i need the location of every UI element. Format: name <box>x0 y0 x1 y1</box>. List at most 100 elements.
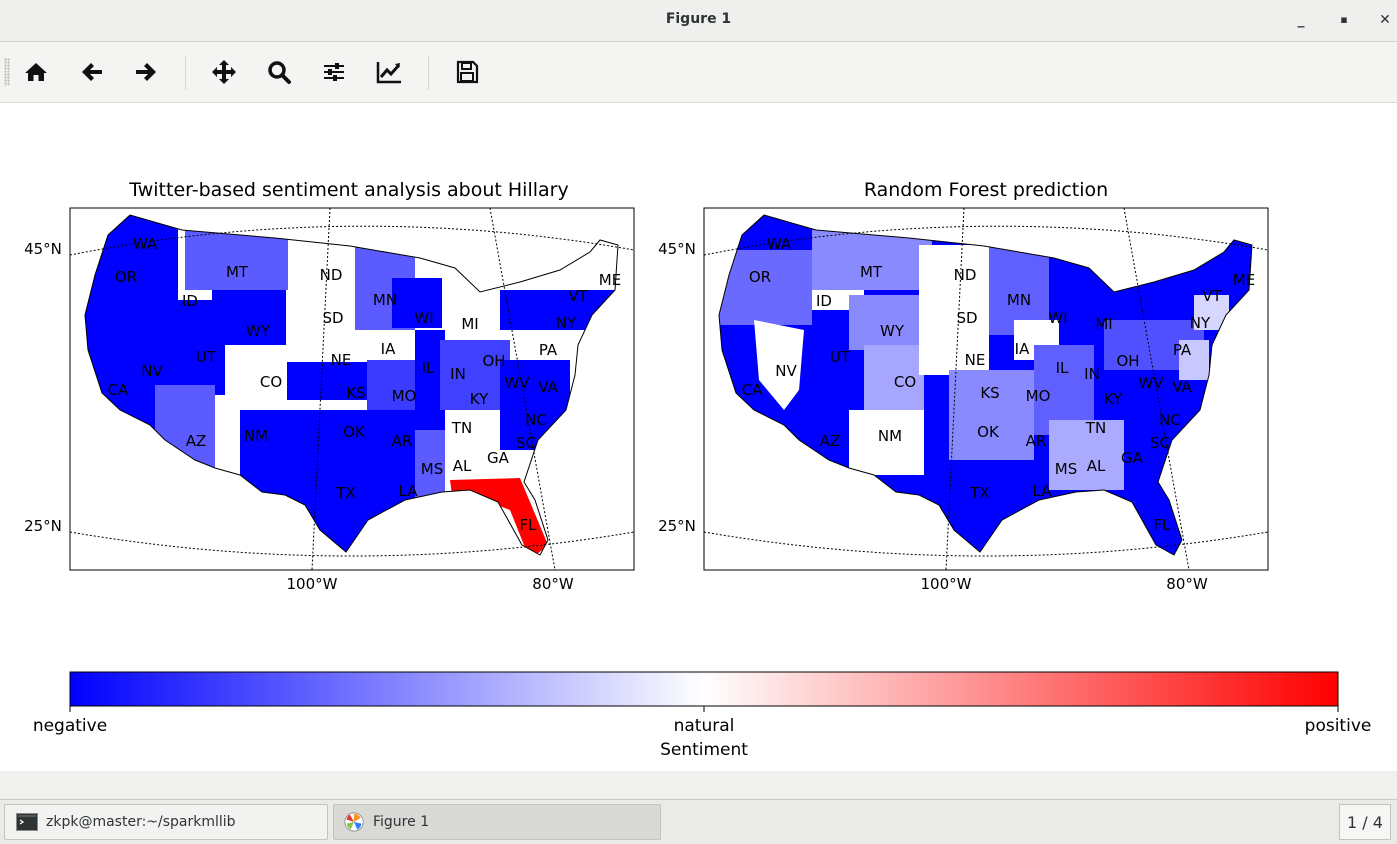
state-label: MT <box>860 263 883 281</box>
colorbar-tick-label: natural <box>674 716 735 736</box>
state-label: TN <box>1085 419 1106 437</box>
state-label: MT <box>226 263 249 281</box>
state-label: NV <box>775 362 797 380</box>
colorbar-tick-label: positive <box>1305 716 1372 736</box>
left-lat-label: 25°N <box>24 517 62 535</box>
colorbar-axis-label: Sentiment <box>660 740 748 760</box>
colorbar <box>69 671 1339 707</box>
state-label: IN <box>1084 365 1100 383</box>
state-label: PA <box>539 341 558 359</box>
state-label: AR <box>1026 432 1047 450</box>
state-label: TX <box>969 484 989 502</box>
right-lat-label: 45°N <box>658 240 696 258</box>
state-label: SD <box>322 309 343 327</box>
close-button[interactable]: ✕ <box>1379 12 1391 28</box>
state-label: MN <box>373 291 397 309</box>
state-label: NM <box>878 427 902 445</box>
taskbar-item-terminal[interactable]: zkpk@master:~/sparkmllib <box>4 804 328 840</box>
zoom-button[interactable] <box>262 55 296 89</box>
toolbar-grip-handle[interactable] <box>4 58 10 86</box>
state-label: WV <box>1138 374 1164 392</box>
state-label: NV <box>141 362 163 380</box>
state-label: KY <box>470 390 489 408</box>
taskbar: zkpk@master:~/sparkmllib Figure 1 1 / 4 <box>0 799 1397 844</box>
figure-svg: Twitter-based sentiment analysis about H… <box>24 179 1372 760</box>
left-lon-label: 100°W <box>287 575 338 593</box>
state-label: CO <box>894 373 916 391</box>
state-label: MS <box>421 460 443 478</box>
state-label: TX <box>335 484 355 502</box>
state-label: OR <box>749 268 771 286</box>
colorbar-tick-label: negative <box>33 716 107 736</box>
right-map-frame <box>703 207 1269 571</box>
state-label: SD <box>956 309 977 327</box>
state-label: MI <box>461 315 478 333</box>
right-lat-label: 25°N <box>658 517 696 535</box>
state-label: AR <box>392 432 413 450</box>
state-label: OK <box>977 423 1000 441</box>
state-label: SC <box>1150 434 1170 452</box>
left-map-title: Twitter-based sentiment analysis about H… <box>128 179 568 201</box>
toolbar-separator <box>185 56 186 90</box>
figure-canvas[interactable]: Twitter-based sentiment analysis about H… <box>0 103 1397 771</box>
back-button[interactable] <box>75 55 109 89</box>
state-label: NC <box>525 411 547 429</box>
left-lon-label: 80°W <box>532 575 574 593</box>
minimize-button[interactable]: _ <box>1297 12 1305 28</box>
save-button[interactable] <box>450 55 484 89</box>
state-label: KS <box>980 384 999 402</box>
right-map-title: Random Forest prediction <box>864 179 1108 201</box>
state-label: WI <box>414 309 433 327</box>
edit-axes-chart-icon <box>376 62 401 84</box>
state-label: UT <box>830 348 851 366</box>
state-label: WA <box>133 235 158 253</box>
state-label: MO <box>1026 387 1051 405</box>
state-label: OH <box>482 352 505 370</box>
state-label: ME <box>599 271 621 289</box>
state-label: AL <box>453 457 472 475</box>
customize-button[interactable] <box>372 55 406 89</box>
state-label: ND <box>320 266 343 284</box>
state-label: NE <box>965 351 986 369</box>
state-label: IA <box>1015 340 1030 358</box>
taskbar-item-label: Figure 1 <box>373 814 430 830</box>
state-label: WY <box>246 322 271 340</box>
state-label: AL <box>1087 457 1106 475</box>
state-label: VT <box>568 287 588 305</box>
navigation-toolbar <box>0 42 1397 103</box>
state-label: ND <box>954 266 977 284</box>
matplotlib-icon <box>344 812 364 832</box>
pan-button[interactable] <box>207 55 241 89</box>
state-label: WA <box>767 235 792 253</box>
state-label: OK <box>343 423 366 441</box>
state-label: NY <box>1190 314 1211 332</box>
taskbar-item-figure[interactable]: Figure 1 <box>333 804 661 840</box>
workspace-pager[interactable]: 1 / 4 <box>1339 804 1391 840</box>
state-label: CA <box>742 381 763 399</box>
subplots-button[interactable] <box>317 55 351 89</box>
state-label: CA <box>108 381 129 399</box>
window-titlebar: Figure 1 _ ▪ ✕ <box>0 0 1397 42</box>
forward-button[interactable] <box>129 55 163 89</box>
taskbar-item-label: zkpk@master:~/sparkmllib <box>46 814 236 830</box>
state-label: LA <box>1033 482 1053 500</box>
state-label: LA <box>399 482 419 500</box>
state-label: PA <box>1173 341 1192 359</box>
maximize-button[interactable]: ▪ <box>1340 13 1348 26</box>
state-label: NC <box>1159 411 1181 429</box>
home-icon <box>25 63 47 81</box>
back-arrow-icon <box>82 63 102 81</box>
state-label: VA <box>1172 378 1192 396</box>
state-label: AZ <box>186 432 207 450</box>
left-map-frame <box>69 207 635 571</box>
state-label: VA <box>538 378 558 396</box>
subplots-sliders-icon <box>324 63 344 81</box>
home-button[interactable] <box>19 55 53 89</box>
toolbar-separator <box>428 56 429 90</box>
zoom-magnifier-icon <box>268 61 291 84</box>
state-label: KY <box>1104 390 1123 408</box>
right-lon-label: 80°W <box>1166 575 1208 593</box>
state-label: NY <box>556 314 577 332</box>
state-label: ID <box>816 292 832 310</box>
state-label: TN <box>451 419 472 437</box>
